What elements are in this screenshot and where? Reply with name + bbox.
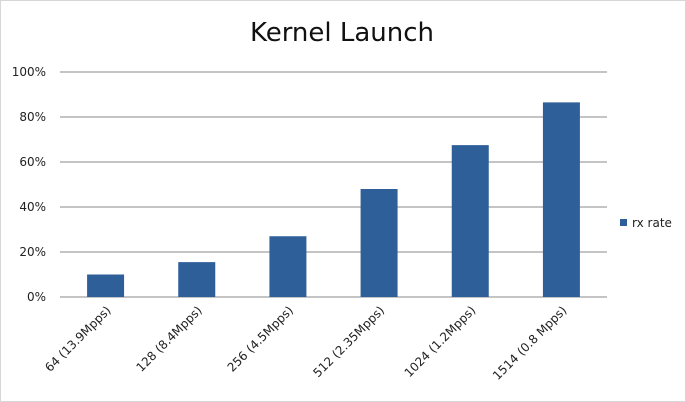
legend-label: rx rate [632,216,672,230]
bar [360,189,398,297]
bar [87,274,125,297]
bar [542,102,580,297]
x-tick-label: 1514 (0.8 Mpps) [490,303,570,383]
x-tick-label: 512 (2.35Mpps) [310,303,387,380]
x-tick-label: 1024 (1.2Mpps) [402,303,479,380]
y-tick-label: 100% [12,65,46,79]
bars [87,102,580,297]
bar [178,262,216,297]
y-axis-ticks: 0% 20% 40% 60% 80% 100% [12,65,46,304]
y-tick-label: 40% [19,200,46,214]
legend: rx rate [620,216,672,230]
bar [269,236,307,297]
x-tick-label: 64 (13.9Mpps) [42,303,113,374]
grid-lines [60,71,607,298]
legend-swatch [620,219,627,226]
chart-title: Kernel Launch [250,18,434,48]
x-tick-label: 128 (8.4Mpps) [133,303,204,374]
y-tick-label: 20% [19,245,46,259]
x-axis-ticks: 64 (13.9Mpps) 128 (8.4Mpps) 256 (4.5Mpps) 5… [42,303,569,383]
bar [451,145,489,297]
y-tick-label: 0% [27,290,46,304]
x-tick-label: 256 (4.5Mpps) [225,303,296,374]
y-tick-label: 80% [19,110,46,124]
y-tick-label: 60% [19,155,46,169]
